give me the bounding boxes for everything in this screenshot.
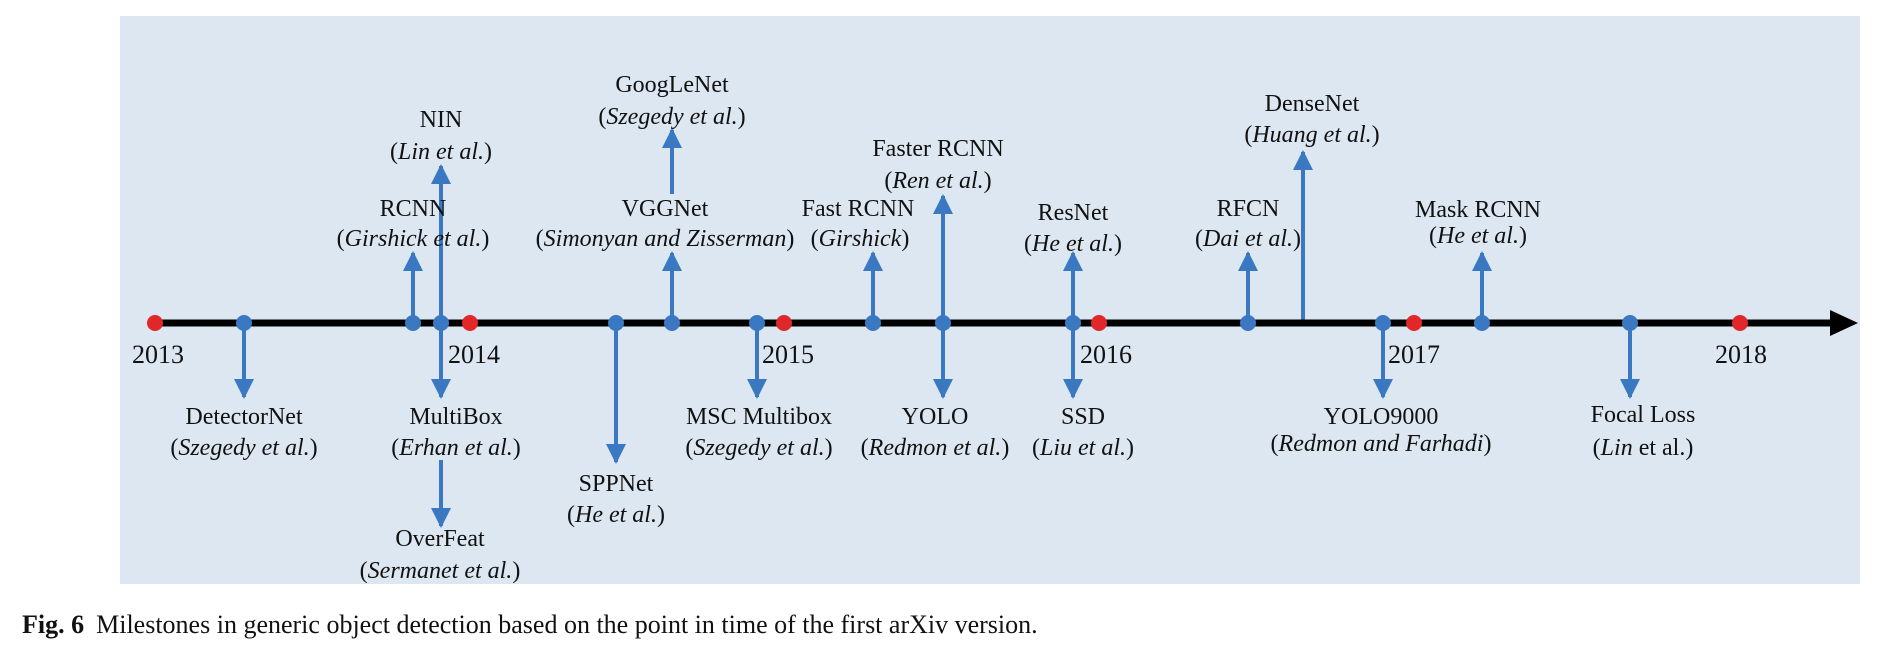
nin-name: NIN xyxy=(420,107,463,133)
dot-fast-rcnn xyxy=(865,315,881,331)
sppnet-author: (He et al.) xyxy=(567,502,665,528)
milestone-arrows xyxy=(234,128,1640,528)
dot-resnet-ssd xyxy=(1065,315,1081,331)
year-label-2017: 2017 xyxy=(1388,340,1440,369)
dot-nin-multibox xyxy=(433,315,449,331)
year-dot-2016 xyxy=(1091,315,1107,331)
year-dot-2018 xyxy=(1732,315,1748,331)
year-dot-2015 xyxy=(776,315,792,331)
detectornet-author: (Szegedy et al.) xyxy=(170,435,317,461)
year-dot-2014 xyxy=(462,315,478,331)
yolo9000-author: (Redmon and Farhadi) xyxy=(1271,431,1492,457)
vggnet-name: VGGNet xyxy=(622,196,709,222)
year-labels: 2013 2014 2015 2016 2017 2018 xyxy=(132,340,1767,369)
detectornet-name: DetectorNet xyxy=(185,404,303,430)
mask-rcnn-name: Mask RCNN xyxy=(1415,197,1541,223)
dot-vggnet-googlenet xyxy=(664,315,680,331)
msc-multibox-author: (Szegedy et al.) xyxy=(685,435,832,461)
multibox-name: MultiBox xyxy=(409,404,502,430)
year-markers xyxy=(147,315,1748,331)
figure-caption: Fig. 6 Milestones in generic object detec… xyxy=(22,610,1038,640)
dot-detectornet xyxy=(236,315,252,331)
dot-yolo9000 xyxy=(1375,315,1391,331)
rfcn-author: (Dai et al.) xyxy=(1195,226,1301,252)
mask-rcnn-author: (He et al.) xyxy=(1429,223,1527,249)
dot-msc-multibox xyxy=(749,315,765,331)
focal-loss-author: (Lin et al.) xyxy=(1593,435,1694,461)
densenet-name: DenseNet xyxy=(1265,91,1360,117)
nin-author: (Lin et al.) xyxy=(390,139,492,165)
timeline-axis xyxy=(152,310,1858,336)
overfeat-author: (Sermanet et al.) xyxy=(360,558,521,584)
dot-sppnet xyxy=(608,315,624,331)
rcnn-name: RCNN xyxy=(380,196,447,222)
year-dot-2013 xyxy=(147,315,163,331)
densenet-author: (Huang et al.) xyxy=(1244,122,1379,148)
resnet-author: (He et al.) xyxy=(1024,231,1122,257)
year-dot-2017 xyxy=(1406,315,1422,331)
axis-arrowhead xyxy=(1830,310,1858,336)
faster-rcnn-author: (Ren et al.) xyxy=(884,168,991,194)
ssd-author: (Liu et al.) xyxy=(1032,435,1134,461)
dot-rfcn xyxy=(1240,315,1256,331)
msc-multibox-name: MSC Multibox xyxy=(686,404,832,430)
overfeat-name: OverFeat xyxy=(395,526,485,552)
diagram-panel xyxy=(120,16,1860,584)
dot-faster-rcnn-yolo xyxy=(935,315,951,331)
year-label-2014: 2014 xyxy=(448,340,500,369)
multibox-author: (Erhan et al.) xyxy=(391,435,521,461)
year-label-2015: 2015 xyxy=(762,340,814,369)
ssd-name: SSD xyxy=(1061,404,1105,430)
yolo-author: (Redmon et al.) xyxy=(861,435,1010,461)
vggnet-author: (Simonyan and Zisserman) xyxy=(536,226,795,252)
sppnet-name: SPPNet xyxy=(579,471,654,497)
resnet-name: ResNet xyxy=(1038,200,1109,226)
year-label-2018: 2018 xyxy=(1715,340,1767,369)
yolo-name: YOLO xyxy=(902,404,969,430)
caption-text: Milestones in generic object detection b… xyxy=(96,610,1038,639)
milestone-dots xyxy=(236,315,1638,331)
year-label-2013: 2013 xyxy=(132,340,184,369)
googlenet-author: (Szegedy et al.) xyxy=(598,104,745,130)
figure-label: Fig. 6 xyxy=(22,610,85,639)
rcnn-author: (Girshick et al.) xyxy=(337,226,490,252)
fast-rcnn-author: (Girshick) xyxy=(811,226,910,252)
rfcn-name: RFCN xyxy=(1217,196,1280,222)
fast-rcnn-name: Fast RCNN xyxy=(802,196,915,222)
milestone-labels: DetectorNet (Szegedy et al.) RCNN (Girsh… xyxy=(170,72,1695,584)
focal-loss-name: Focal Loss xyxy=(1591,402,1696,428)
dot-focal-loss xyxy=(1622,315,1638,331)
dot-rcnn xyxy=(405,315,421,331)
yolo9000-name: YOLO9000 xyxy=(1324,404,1439,430)
year-label-2016: 2016 xyxy=(1080,340,1132,369)
faster-rcnn-name: Faster RCNN xyxy=(872,136,1003,162)
dot-mask-rcnn xyxy=(1474,315,1490,331)
googlenet-name: GoogLeNet xyxy=(615,72,729,98)
